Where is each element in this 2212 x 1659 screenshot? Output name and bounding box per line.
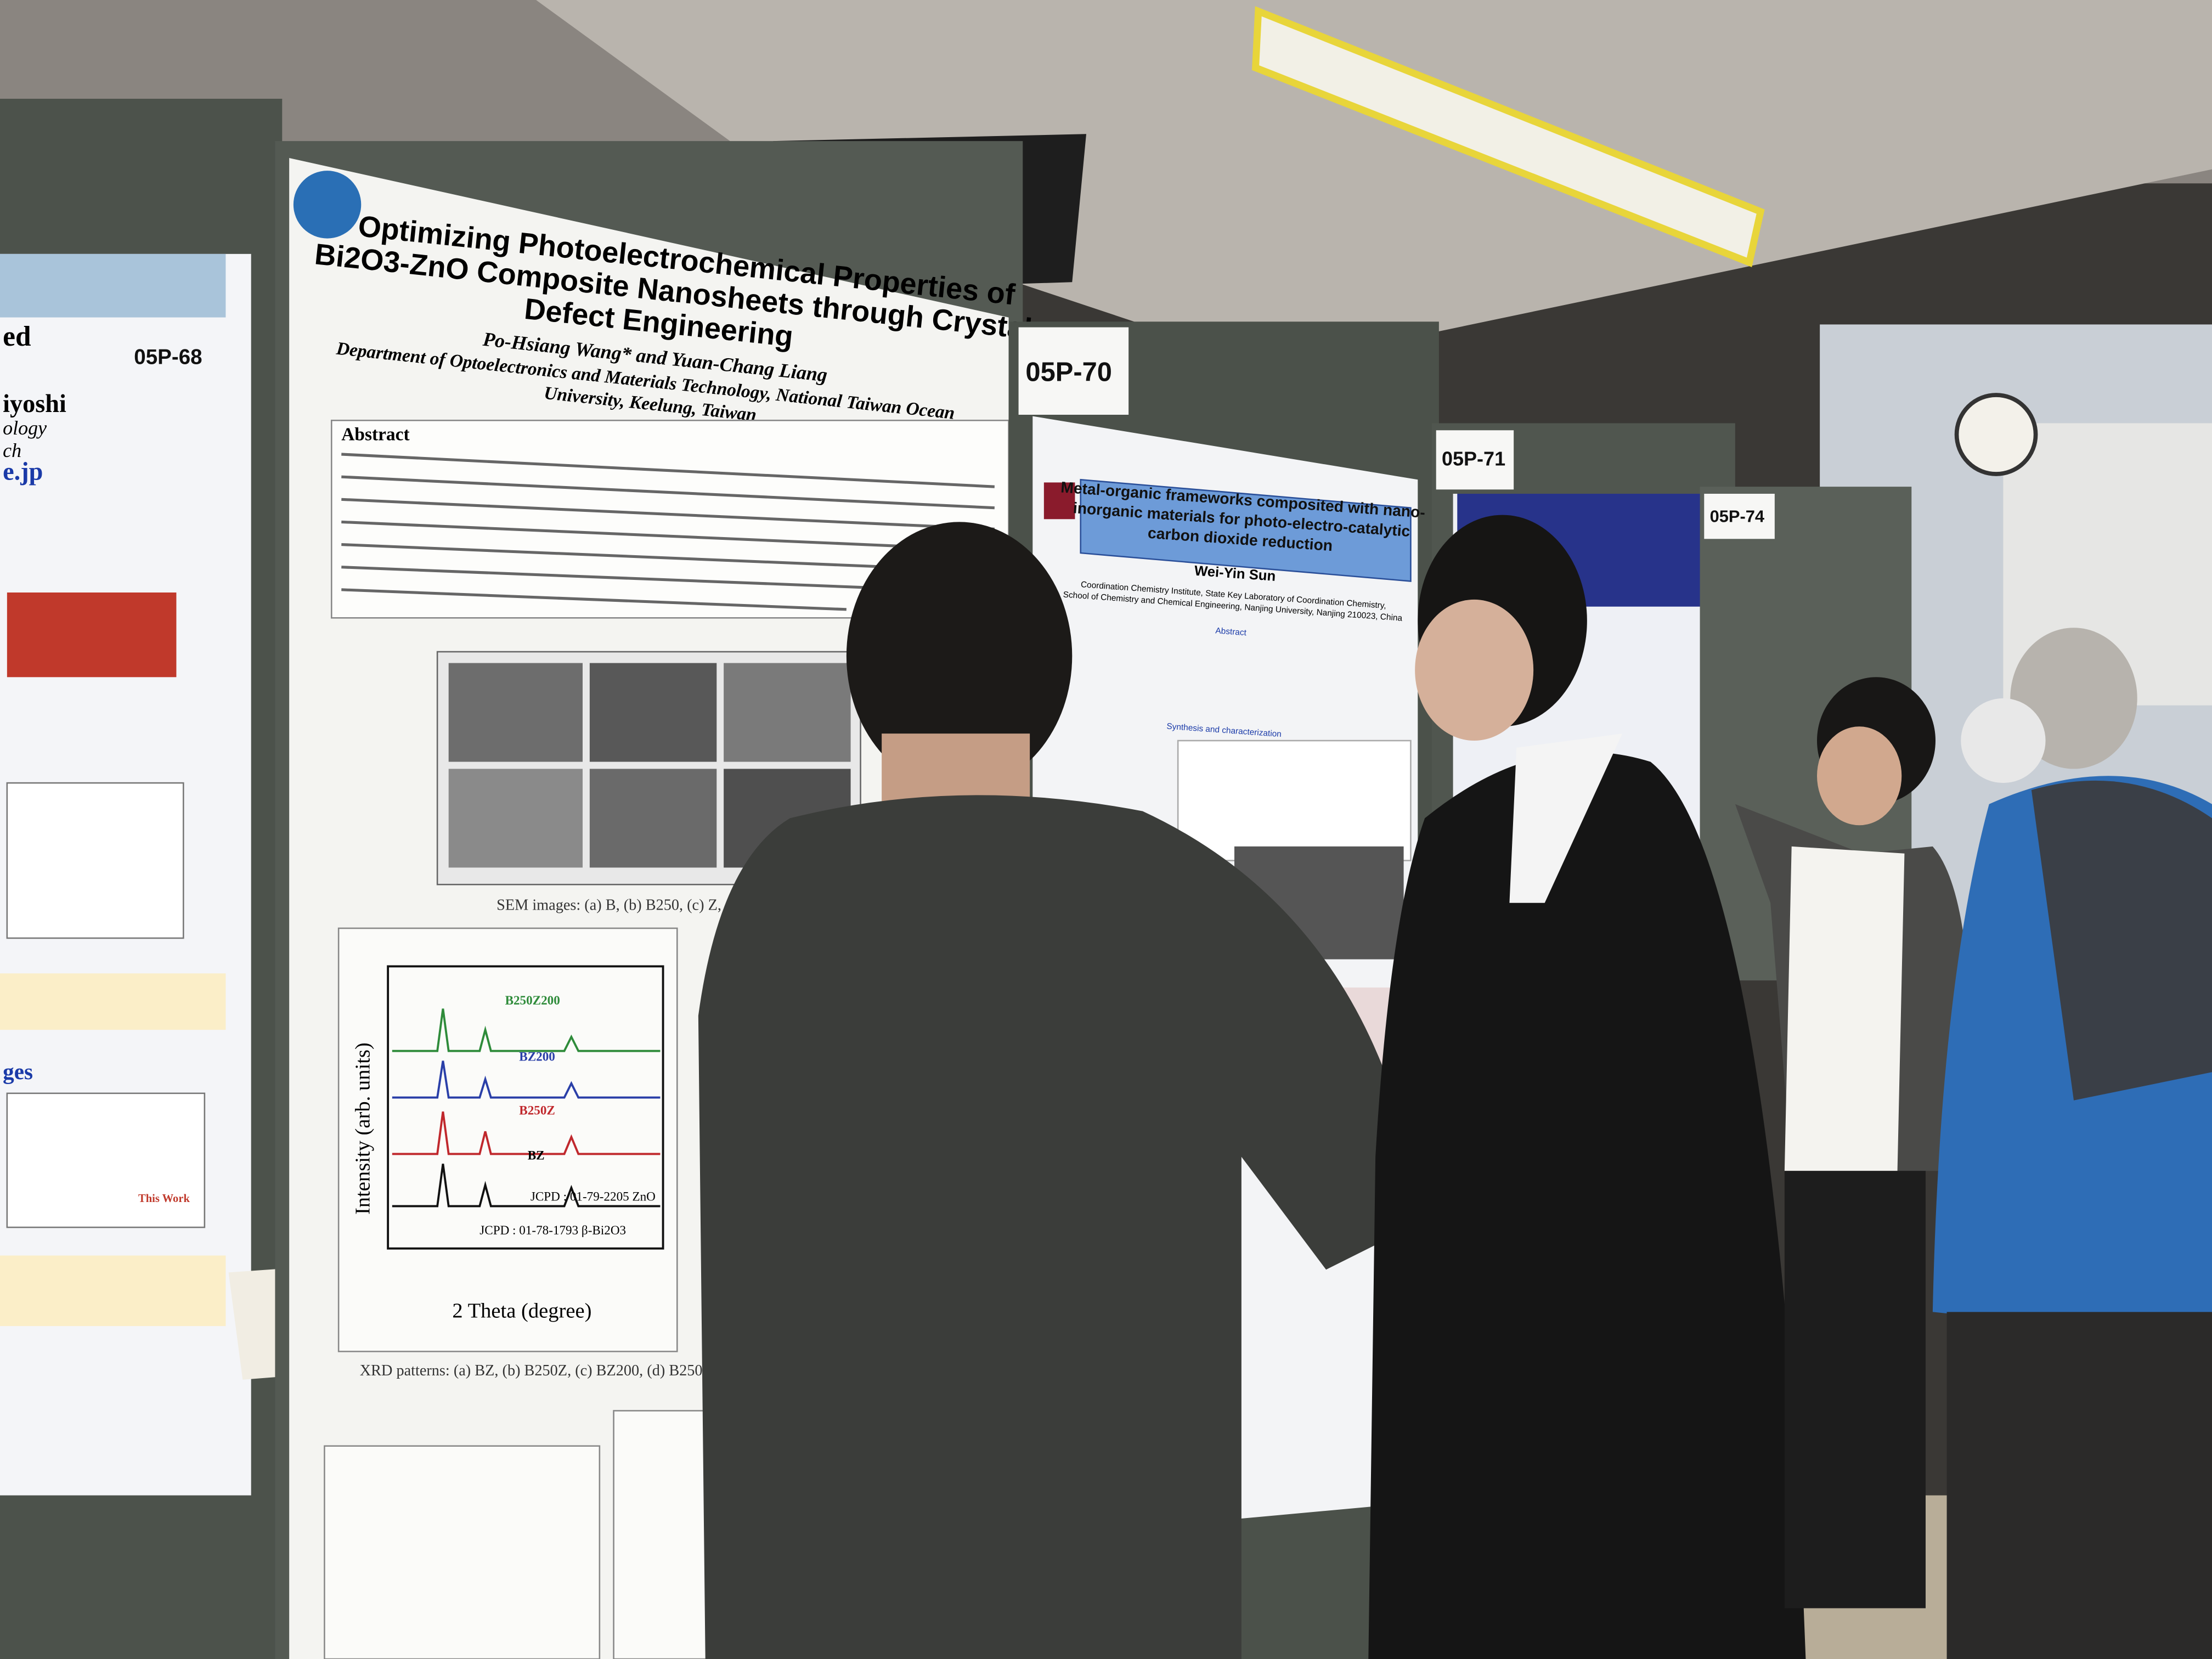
poster-figure <box>6 1092 206 1228</box>
person-elder <box>1932 628 2212 1659</box>
xrd-caption: XRD patterns: (a) BZ, (b) B250Z, (c) BZ2… <box>360 1362 740 1379</box>
xrd-y-label: Intensity (arb. units) <box>352 1042 375 1215</box>
trousers <box>1946 1312 2212 1659</box>
poster-title-banner <box>1080 478 1412 582</box>
mask <box>1961 698 2046 783</box>
person-right <box>1735 677 1971 1609</box>
xrd-curve <box>392 1164 661 1207</box>
face <box>1415 599 1534 741</box>
sem-image <box>448 663 583 762</box>
text-line <box>341 498 995 531</box>
sem-image <box>589 769 717 868</box>
sem-image <box>589 663 717 762</box>
xrd-curve <box>392 1111 661 1155</box>
poster-figure <box>7 592 177 678</box>
person-center <box>1368 515 1806 1659</box>
hair <box>846 522 1073 790</box>
poster-text: ges <box>3 1059 33 1084</box>
shirt <box>1509 733 1623 903</box>
text-line <box>341 475 995 510</box>
poster-text: ed <box>3 321 31 352</box>
xrd-panel <box>337 927 678 1352</box>
trousers <box>1784 1171 1926 1609</box>
xrd-reference: JCPD : 01-78-1793 β-Bi2O3 <box>479 1223 626 1238</box>
sem-image <box>724 663 851 762</box>
poster-highlight <box>0 1255 226 1327</box>
text-line <box>341 453 995 488</box>
jacket <box>1368 752 1806 1659</box>
poster-number: 05P-71 <box>1442 448 1505 470</box>
poster-figure <box>1177 740 1412 861</box>
poster-header-image <box>0 253 226 318</box>
wall-clock <box>1954 393 2038 476</box>
xrd-series-label: BZ <box>528 1149 545 1163</box>
poster-text: e.jp <box>3 458 43 486</box>
ceiling-panel <box>536 0 2212 367</box>
number-card <box>1436 430 1514 490</box>
xrd-series-label: B250Z200 <box>505 994 560 1008</box>
xrd-curve <box>392 1008 661 1052</box>
number-card <box>1018 327 1129 415</box>
poster-text: iyoshi <box>3 390 66 418</box>
university-logo <box>293 171 362 239</box>
text-line <box>341 520 995 552</box>
xrd-x-label: 2 Theta (degree) <box>452 1300 591 1323</box>
text-line <box>341 588 847 611</box>
poster-number: 05P-70 <box>1025 357 1112 387</box>
xrd-curve <box>392 1060 661 1099</box>
person-back-left <box>698 522 1411 1659</box>
shirt <box>1784 846 1905 1171</box>
sem-image <box>448 769 583 868</box>
xrd-series-label: B250Z <box>519 1103 555 1118</box>
jacket-panel <box>2031 780 2212 1101</box>
xrd-plot-frame <box>387 965 664 1250</box>
xrd-series-label: BZ200 <box>519 1050 555 1064</box>
poster-figure <box>6 782 184 939</box>
poster-number: 05P-74 <box>1710 506 1764 526</box>
number-card <box>1704 494 1775 539</box>
poster-text: ch <box>3 439 21 461</box>
poster-number: 05P-68 <box>134 345 202 369</box>
xrd-reference: JCPD : 01-79-2205 ZnO <box>531 1189 656 1204</box>
ceiling-light <box>1251 6 1765 268</box>
poster-text: ology <box>3 417 47 439</box>
face <box>1817 726 1902 826</box>
abstract-heading: Abstract <box>341 424 409 444</box>
xps-panel <box>324 1445 601 1659</box>
jacket <box>698 795 1411 1659</box>
poster-text: This Work <box>138 1193 190 1205</box>
poster-highlight <box>0 973 226 1030</box>
section-heading: Abstract <box>1215 626 1247 637</box>
university-logo <box>1043 482 1075 520</box>
